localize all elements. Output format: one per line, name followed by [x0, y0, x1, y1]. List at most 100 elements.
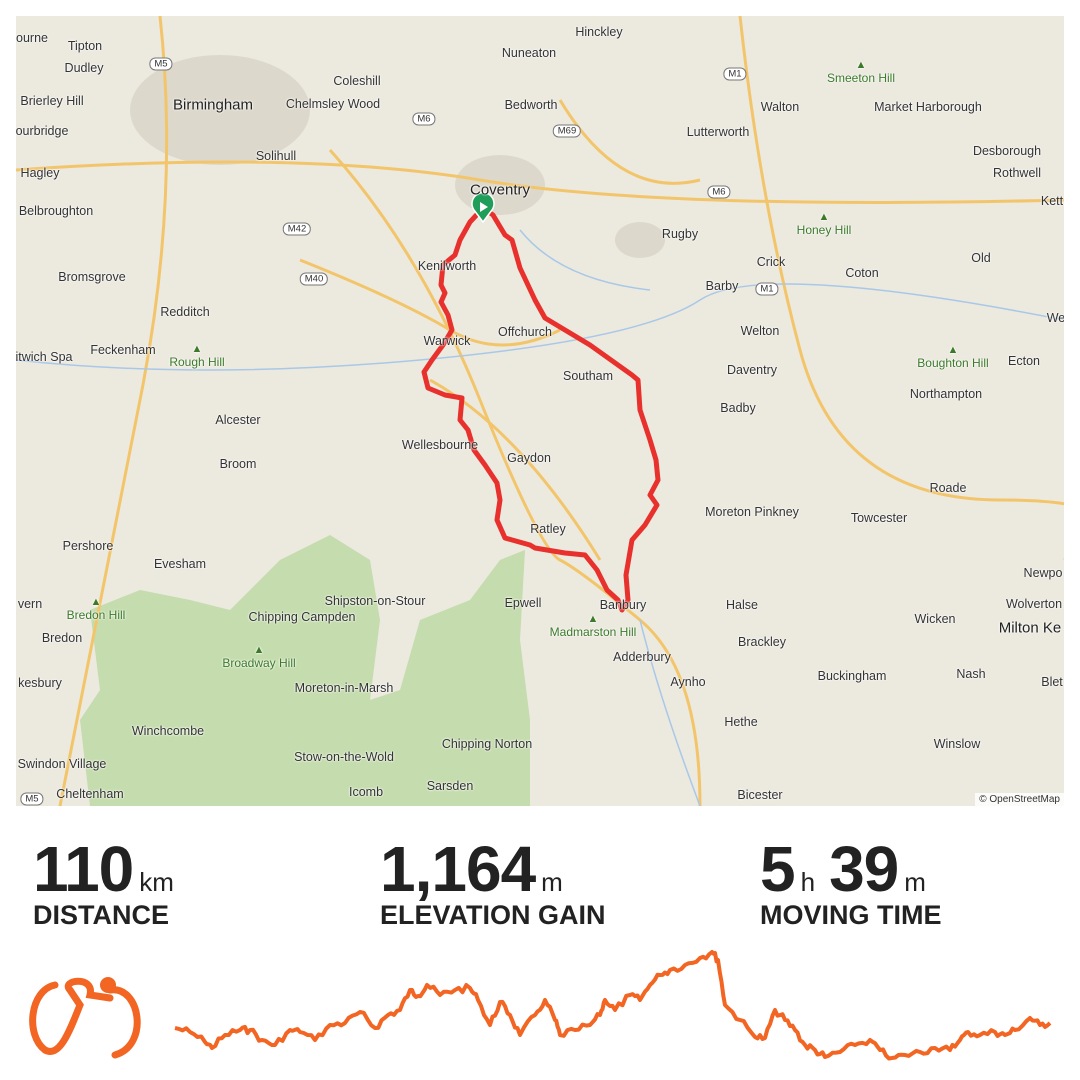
place-label: Chipping Norton — [441, 737, 533, 751]
place-label: Aynho — [670, 675, 706, 689]
place-label: Icomb — [348, 785, 384, 799]
place-label: Wolverton — [1005, 597, 1063, 611]
distance-unit: km — [139, 867, 174, 897]
place-label: Wicken — [914, 612, 956, 626]
elevation-profile-line — [174, 950, 1052, 1061]
place-label: Kenilworth — [417, 259, 477, 273]
motorway-shield: M5 — [149, 57, 173, 71]
motorway-shield: M69 — [552, 124, 582, 138]
hill-label: ▲ Bredon Hill — [67, 596, 126, 622]
mountain-icon: ▲ — [587, 613, 599, 625]
hours-unit: h — [800, 867, 816, 897]
place-label: Hethe — [724, 715, 758, 729]
place-label: Milton Ke — [998, 619, 1062, 637]
hill-label: ▲ Boughton Hill — [917, 344, 988, 370]
place-label: Daventry — [726, 363, 778, 377]
place-label: Lutterworth — [686, 125, 750, 139]
hill-name: Honey Hill — [796, 223, 852, 237]
place-label: Barby — [705, 279, 739, 293]
mountain-icon: ▲ — [90, 596, 102, 608]
place-label: Winchcombe — [131, 724, 205, 738]
start-marker[interactable] — [471, 191, 495, 224]
place-label: Moreton-in-Marsh — [294, 681, 394, 695]
place-label: Rothwell — [993, 166, 1041, 180]
distance-stat: 110 km DISTANCE — [33, 832, 188, 931]
place-label: Hagley — [20, 166, 60, 180]
place-label: Southam — [562, 369, 614, 383]
distance-label: DISTANCE — [33, 900, 170, 930]
place-label: Cheltenham — [56, 787, 124, 801]
place-label: Bicester — [737, 788, 783, 802]
place-label: Stow-on-the-Wold — [294, 750, 394, 764]
place-label: itwich Spa — [16, 350, 73, 364]
place-label: Winslow — [933, 737, 981, 751]
hill-name: Bredon Hill — [66, 608, 126, 622]
mountain-icon: ▲ — [191, 343, 203, 355]
roads — [16, 16, 1064, 806]
place-label: Feckenham — [90, 343, 156, 357]
route-line — [421, 205, 661, 613]
motorway-shield: M40 — [299, 272, 329, 286]
motorway-shield: M5 — [20, 792, 44, 806]
hill-label: ▲ Honey Hill — [797, 211, 852, 237]
elevation-stat: 1,164 m ELEVATION GAIN — [380, 832, 606, 931]
place-label: kesbury — [18, 676, 62, 690]
place-label: Crick — [756, 255, 786, 269]
hill-label: ▲ Smeeton Hill — [827, 59, 895, 85]
minutes-unit: m — [904, 867, 926, 897]
place-label: ourne — [16, 31, 48, 45]
moving-time-label: MOVING TIME — [760, 900, 942, 930]
place-label: Old — [971, 251, 991, 265]
distance-value: 110 — [33, 833, 134, 905]
place-label: Rugby — [661, 227, 699, 241]
place-label: Pershore — [62, 539, 114, 553]
place-label: Birmingham — [172, 96, 254, 114]
place-label: Broom — [219, 457, 257, 471]
place-label: Moreton Pinkney — [705, 505, 799, 519]
place-label: Coventry — [469, 181, 531, 199]
place-label: Dudley — [64, 61, 104, 75]
place-label: Tipton — [67, 39, 103, 53]
place-label: Walton — [760, 100, 800, 114]
place-label: Adderbury — [613, 650, 671, 664]
place-label: Chelmsley Wood — [285, 97, 381, 111]
place-label: Bredon — [41, 631, 83, 645]
place-label: Redditch — [160, 305, 210, 319]
hours-value: 5 — [760, 833, 796, 905]
map-attribution[interactable]: © OpenStreetMap — [975, 793, 1064, 806]
hill-label: ▲ Rough Hill — [169, 343, 224, 369]
rivers — [16, 229, 1064, 806]
elevation-unit: m — [541, 867, 563, 897]
place-label: Northampton — [909, 387, 983, 401]
mountain-icon: ▲ — [947, 344, 959, 356]
motorway-shield: M6 — [707, 185, 731, 199]
motorway-shield: M1 — [723, 67, 747, 81]
urban-areas — [130, 55, 665, 258]
hill-name: Boughton Hill — [917, 356, 989, 370]
place-label: Desborough — [972, 144, 1042, 158]
place-label: Banbury — [599, 598, 647, 612]
place-label: Welton — [740, 324, 780, 338]
route-map[interactable]: ourne Tipton Dudley Birmingham Brierley Hill… — [16, 16, 1064, 806]
elevation-label: ELEVATION GAIN — [380, 900, 606, 930]
elevation-value: 1,164 — [380, 833, 536, 905]
motorway-shield: M42 — [282, 222, 312, 236]
place-label: Coleshill — [333, 74, 381, 88]
place-label: Ecton — [1008, 354, 1040, 368]
mountain-icon: ▲ — [818, 211, 830, 223]
place-label: Gaydon — [507, 451, 551, 465]
place-label: Offchurch — [498, 325, 552, 339]
moving-time-stat: 5 h 39 m MOVING TIME — [760, 832, 942, 931]
place-label: Chipping Campden — [248, 610, 356, 624]
footer-graphics — [29, 950, 1052, 1061]
place-label: Roade — [929, 481, 967, 495]
hill-label: ▲ Broadway Hill — [222, 644, 295, 670]
place-label: Nuneaton — [501, 46, 557, 60]
minutes-value: 39 — [829, 833, 899, 905]
place-label: Solihull — [255, 149, 297, 163]
place-label: Towcester — [850, 511, 908, 525]
place-label: Epwell — [504, 596, 542, 610]
place-label: Swindon Village — [17, 757, 107, 771]
place-label: Sarsden — [426, 779, 474, 793]
hill-label: ▲ Madmarston Hill — [550, 613, 637, 639]
